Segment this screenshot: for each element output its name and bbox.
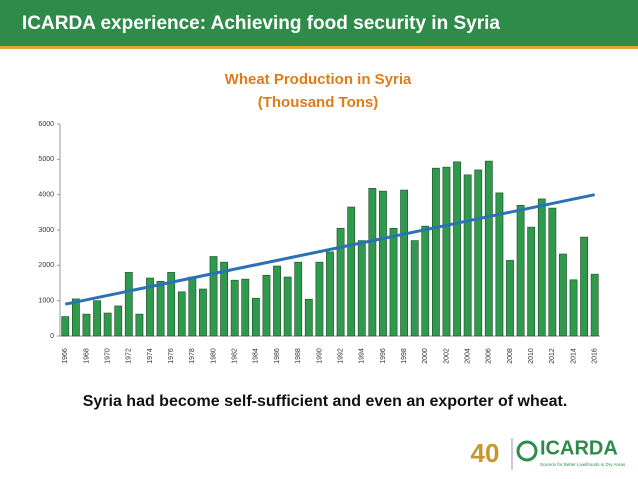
x-tick-label: 1988	[295, 348, 302, 364]
bar	[262, 274, 271, 337]
bar	[114, 305, 123, 337]
x-tick-label: 1996	[380, 348, 387, 364]
bar	[199, 288, 207, 337]
header-bar	[0, 0, 638, 46]
bar	[484, 160, 493, 337]
bar	[442, 166, 451, 337]
bar	[326, 251, 334, 337]
bar	[368, 188, 377, 337]
y-tick-label: 0	[50, 333, 54, 340]
x-tick-label: 1976	[168, 348, 175, 364]
bar	[93, 300, 101, 337]
x-tick-label: 1968	[83, 348, 90, 364]
x-tick-label: 1994	[359, 348, 366, 364]
bar	[251, 297, 260, 337]
chart-subtitle: (Thousand Tons)	[258, 94, 379, 111]
bar	[230, 279, 239, 337]
bar	[548, 207, 557, 337]
bar	[569, 279, 578, 337]
bar	[559, 253, 567, 337]
bar	[590, 273, 599, 337]
x-tick-label: 2008	[507, 348, 514, 364]
bar	[124, 272, 133, 337]
x-tick-label: 2012	[549, 348, 556, 364]
x-tick-label: 1984	[253, 348, 260, 364]
bar	[82, 313, 91, 337]
y-tick-label: 5000	[38, 156, 54, 163]
x-tick-label: 1992	[337, 348, 344, 364]
x-tick-label: 1998	[401, 348, 408, 364]
x-tick-label: 1982	[232, 348, 239, 364]
bar	[177, 291, 186, 337]
x-tick-label: 1978	[189, 348, 196, 364]
bar	[453, 161, 461, 337]
bar	[315, 261, 324, 337]
bar	[516, 204, 525, 337]
chart-title: Wheat Production in Syria	[225, 71, 412, 88]
bar	[241, 278, 250, 337]
x-tick-label: 1966	[62, 348, 69, 364]
bar	[495, 192, 504, 337]
trend-line	[64, 193, 596, 306]
y-tick-label: 4000	[38, 192, 54, 199]
y-tick-label: 2000	[38, 262, 54, 269]
bar	[71, 298, 80, 337]
bar	[474, 169, 483, 337]
logo: 40 ICARDA Science for Better Livelihoods…	[471, 437, 626, 470]
x-tick-label: 1990	[316, 348, 323, 364]
bar	[463, 174, 472, 337]
bar	[220, 261, 229, 337]
bar	[506, 260, 514, 337]
y-tick-label: 6000	[38, 121, 54, 128]
x-tick-label: 2002	[443, 348, 450, 364]
x-tick-label: 2006	[486, 348, 493, 364]
bar	[527, 226, 536, 337]
logo-number: 40	[471, 438, 500, 468]
x-tick-label: 2010	[528, 348, 535, 364]
x-tick-label: 2000	[422, 348, 429, 364]
header-title: ICARDA experience: Achieving food securi…	[22, 13, 500, 34]
x-tick-label: 2016	[592, 348, 599, 364]
bar	[580, 236, 589, 337]
bar	[61, 316, 70, 337]
caption: Syria had become self-sufficient and eve…	[83, 393, 568, 410]
bar	[273, 265, 281, 337]
bar	[336, 227, 345, 337]
bar	[389, 227, 398, 337]
x-tick-label: 2014	[570, 348, 577, 364]
y-tick-label: 1000	[38, 298, 54, 305]
bar	[421, 225, 430, 337]
bar	[167, 272, 176, 337]
x-tick-label: 1986	[274, 348, 281, 364]
bar	[283, 276, 292, 337]
logo-tagline: Science for Better Livelihoods in Dry Ar…	[540, 462, 626, 467]
bar	[156, 280, 165, 337]
logo-name: ICARDA	[540, 437, 618, 459]
bar	[400, 189, 409, 337]
bar	[188, 276, 197, 337]
x-tick-label: 1980	[210, 348, 217, 364]
x-tick-label: 2004	[464, 348, 471, 364]
bar	[135, 313, 144, 337]
bar	[146, 277, 154, 337]
bar	[379, 190, 387, 337]
bar	[347, 206, 356, 337]
bar	[537, 198, 546, 337]
logo-icon	[516, 440, 538, 462]
x-tick-label: 1974	[147, 348, 154, 364]
bar	[294, 261, 303, 337]
bar	[304, 298, 313, 337]
header-accent	[0, 46, 638, 49]
bar	[103, 312, 112, 337]
bar	[357, 240, 366, 337]
x-tick-label: 1970	[104, 348, 111, 364]
bar	[209, 256, 218, 337]
bar	[410, 240, 419, 337]
y-tick-label: 3000	[38, 227, 54, 234]
bar	[431, 167, 440, 337]
x-tick-label: 1972	[126, 348, 133, 364]
